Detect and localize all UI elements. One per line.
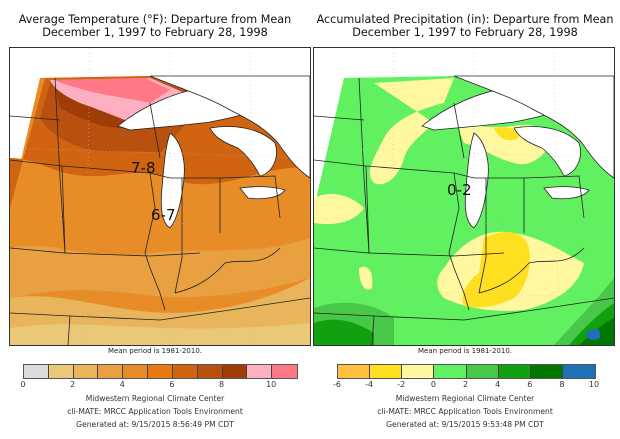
precipitation-legend-swatch-3 [434,365,467,378]
precipitation-mean-note: Mean period is 1981-2010. [417,347,513,355]
temperature-legend-swatch-7 [197,365,223,378]
temperature-credits: Midwestern Regional Climate Center cli-M… [0,392,310,431]
temperature-legend-ticks: 0 2 4 6 8 10 [20,380,296,390]
precipitation-title-line1: Accumulated Precipitation (in): Departur… [316,13,614,26]
credit-line-tool: cli-MATE: MRCC Application Tools Environ… [67,407,243,416]
temperature-region-label-6-7: 6-7 [151,206,176,224]
temperature-legend-swatch-2 [73,365,99,378]
precipitation-credits: Midwestern Regional Climate Center cli-M… [310,392,620,431]
precipitation-title: Accumulated Precipitation (in): Departur… [310,13,620,39]
precipitation-legend-tick: 2 [462,380,469,389]
precipitation-panel: Accumulated Precipitation (in): Departur… [310,0,620,439]
precipitation-legend-swatch-6 [530,365,563,378]
precipitation-legend-tick: 6 [527,380,533,389]
precipitation-map: 0-2 [313,47,615,346]
temperature-map-graphic [10,48,310,345]
temperature-legend-swatch-8 [222,365,248,378]
temperature-legend-swatch-6 [172,365,198,378]
precipitation-legend-swatch-4 [466,365,499,378]
temperature-title: Average Temperature (°F): Departure from… [0,13,310,39]
precipitation-legend-tick: 10 [588,380,600,389]
precipitation-legend-tick: -6 [333,380,341,389]
credit-line-tool: cli-MATE: MRCC Application Tools Environ… [377,407,553,416]
precipitation-legend-tick: 4 [495,380,501,389]
precipitation-legend-swatch-7 [562,365,595,378]
temperature-legend-tick: 0 [20,380,26,389]
temperature-region-label-7-8: 7-8 [131,159,156,177]
temperature-legend-tick: 4 [119,380,125,389]
temperature-title-line2: December 1, 1997 to February 28, 1998 [42,26,268,39]
precipitation-legend-swatch-5 [498,365,531,378]
temperature-legend-bar [23,364,298,379]
precipitation-legend-ticks: -6 -4 -2 0 2 4 6 8 10 [333,380,599,390]
temperature-legend-swatch-4 [123,365,149,378]
temperature-legend-swatch-3 [98,365,124,378]
precipitation-region-label-0-2: 0-2 [447,181,472,199]
precipitation-legend-bar [337,364,596,379]
precipitation-map-graphic [314,48,614,345]
credit-line-generated: Generated at: 9/15/2015 8:56:49 PM CDT [76,420,234,429]
precipitation-legend-tick: -2 [397,380,406,389]
temperature-legend-tick: 8 [218,380,225,389]
temperature-legend-swatch-1 [48,365,74,378]
credit-line-generated: Generated at: 9/15/2015 9:53:48 PM CDT [386,420,544,429]
temperature-legend-tick: 2 [70,380,76,389]
temperature-panel: Average Temperature (°F): Departure from… [0,13,311,431]
temperature-legend-tick: 6 [169,380,175,389]
temperature-legend-swatch-10 [272,365,297,378]
temperature-mean-note: Mean period is 1981-2010. [107,347,203,355]
precipitation-legend-swatch-1 [370,365,403,378]
precipitation-legend-tick: -4 [365,380,374,389]
precipitation-legend-swatch-0 [338,365,371,378]
temperature-legend-swatch-5 [148,365,173,378]
precipitation-title-line2: December 1, 1997 to February 28, 1998 [352,26,578,39]
precipitation-legend-tick: 8 [559,380,565,389]
temperature-legend-swatch-0 [24,365,49,378]
credit-line-org: Midwestern Regional Climate Center [85,394,225,403]
temperature-legend-tick: 10 [266,380,277,389]
credit-line-org: Midwestern Regional Climate Center [395,394,535,403]
precipitation-legend-swatch-2 [402,365,435,378]
temperature-map: 7-8 6-7 [9,47,311,346]
temperature-legend-swatch-9 [247,365,273,378]
precipitation-legend-tick: 0 [430,380,436,389]
temperature-title-line1: Average Temperature (°F): Departure from… [18,13,292,26]
